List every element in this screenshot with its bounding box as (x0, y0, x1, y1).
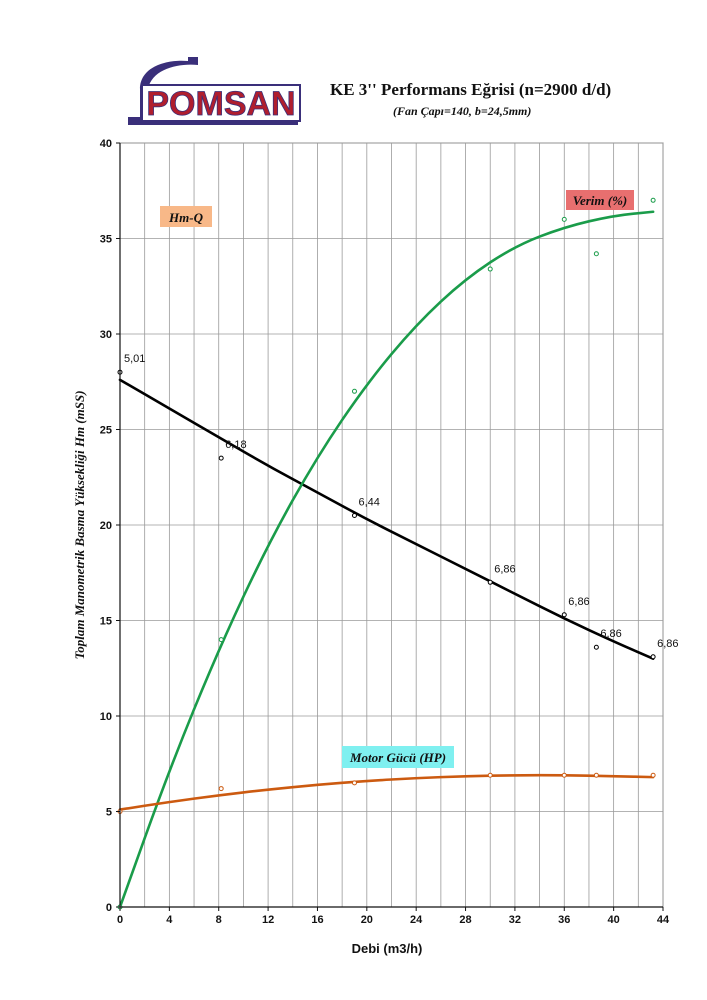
legend-motor: Motor Gücü (HP) (342, 746, 454, 768)
hm-q-data-label: 6,18 (225, 439, 246, 451)
hm-q-point (650, 654, 656, 660)
x-tick-label: 16 (311, 914, 323, 926)
hm-q-data-label: 6,86 (600, 628, 621, 640)
legend-motor-box (342, 746, 454, 768)
motor-gucu-point (593, 772, 599, 778)
motor-gucu-point (561, 772, 567, 778)
verim-point (351, 388, 357, 394)
y-tick-label: 40 (100, 138, 112, 150)
hm-q-data-label: 6,86 (657, 638, 678, 650)
x-tick-label: 20 (361, 914, 373, 926)
verim-point (593, 251, 599, 257)
curves (118, 210, 655, 909)
x-tick-label: 28 (459, 914, 471, 926)
legend-hm-box (160, 206, 212, 227)
grid (119, 142, 664, 908)
chart-subtitle: (Fan Çapı=140, b=24,5mm) (393, 104, 532, 118)
hm-q-point (487, 579, 493, 585)
verim-point (561, 216, 567, 222)
y-tick-label: 35 (100, 234, 112, 246)
legend-verim-box (566, 190, 634, 210)
verim-point (487, 266, 493, 272)
y-tick-label: 25 (100, 425, 112, 437)
motor-gucu-point (487, 772, 493, 778)
chart-title: KE 3'' Performans Eğrisi (n=2900 d/d) (330, 80, 612, 99)
y-axis-title: Toplam Manometrik Basma Yüksekliği Hm (m… (72, 390, 87, 659)
x-tick-label: 4 (166, 914, 173, 926)
hm-q-data-label: 6,86 (494, 563, 515, 575)
motor-gucu-point (351, 780, 357, 786)
y-tick-label: 0 (106, 902, 112, 914)
axes: 0 4 8 12 16 20 24 28 32 36 40 44 0 5 10 15 20 25 30 35 40 (100, 138, 670, 926)
y-tick-label: 5 (106, 807, 112, 819)
hm-q-data-label: 6,86 (568, 596, 589, 608)
legend-hm-label: Hm-Q (168, 210, 204, 225)
hm-q-point (561, 612, 567, 618)
hm-q-data-label: 5,01 (124, 353, 145, 365)
legend-hm: Hm-Q (160, 206, 212, 227)
y-tick-label: 10 (100, 711, 112, 723)
hm-q-point (593, 644, 599, 650)
motor-gucu-curve (118, 773, 655, 811)
x-tick-label: 0 (117, 914, 123, 926)
x-tick-label: 12 (262, 914, 274, 926)
hm-q-point (351, 512, 357, 518)
pomsan-logo: POMSAN (128, 57, 301, 125)
x-axis-title: Debi (m3/h) (352, 941, 423, 956)
y-tick-label: 15 (100, 616, 112, 628)
motor-gucu-point (650, 772, 656, 778)
x-tick-label: 8 (216, 914, 222, 926)
x-tick-label: 32 (509, 914, 521, 926)
y-tick-label: 20 (100, 520, 112, 532)
legend-verim-label: Verim (%) (573, 193, 628, 208)
verim-point (218, 637, 224, 643)
logo-box (141, 84, 301, 122)
x-tick-label: 40 (608, 914, 620, 926)
motor-gucu-point (218, 786, 224, 792)
y-tick-label: 30 (100, 329, 112, 341)
legend-motor-label: Motor Gücü (HP) (349, 750, 446, 765)
hm-q-curve (118, 378, 655, 660)
x-tick-label: 24 (410, 914, 423, 926)
hm-q-data-label: 6,44 (358, 496, 379, 508)
verim-curve (118, 210, 655, 909)
x-tick-label: 36 (558, 914, 570, 926)
logo-text: POMSAN (146, 85, 295, 123)
data-labels: 5,01 6,18 6,44 6,86 6,86 6,86 6,86 (124, 353, 679, 650)
hm-q-point (218, 455, 224, 461)
verim-point (650, 197, 656, 203)
x-tick-label: 44 (657, 914, 670, 926)
legend-verim: Verim (%) (566, 190, 634, 210)
